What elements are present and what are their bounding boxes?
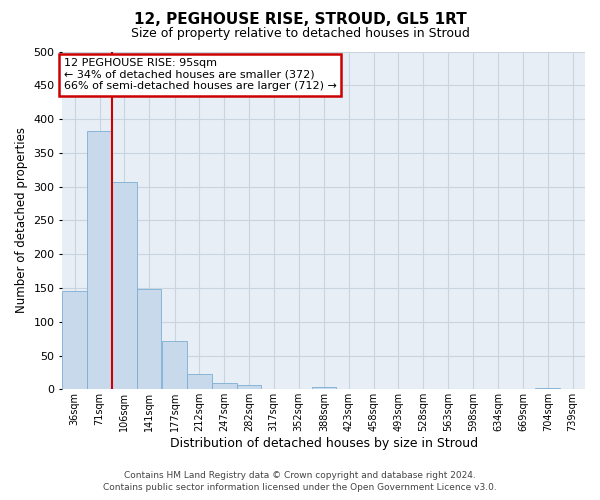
Text: 12 PEGHOUSE RISE: 95sqm
← 34% of detached houses are smaller (372)
66% of semi-d: 12 PEGHOUSE RISE: 95sqm ← 34% of detache… <box>64 58 337 92</box>
Text: Size of property relative to detached houses in Stroud: Size of property relative to detached ho… <box>131 28 469 40</box>
Bar <box>187 374 212 390</box>
Bar <box>62 292 87 390</box>
Bar <box>212 383 236 390</box>
Bar <box>236 385 262 390</box>
Bar <box>137 290 161 390</box>
Bar <box>162 340 187 390</box>
Y-axis label: Number of detached properties: Number of detached properties <box>15 128 28 314</box>
Bar <box>535 388 560 390</box>
Bar <box>87 131 112 390</box>
Text: 12, PEGHOUSE RISE, STROUD, GL5 1RT: 12, PEGHOUSE RISE, STROUD, GL5 1RT <box>134 12 466 28</box>
Bar <box>112 182 137 390</box>
Text: Contains HM Land Registry data © Crown copyright and database right 2024.
Contai: Contains HM Land Registry data © Crown c… <box>103 471 497 492</box>
X-axis label: Distribution of detached houses by size in Stroud: Distribution of detached houses by size … <box>170 437 478 450</box>
Bar <box>311 388 337 390</box>
